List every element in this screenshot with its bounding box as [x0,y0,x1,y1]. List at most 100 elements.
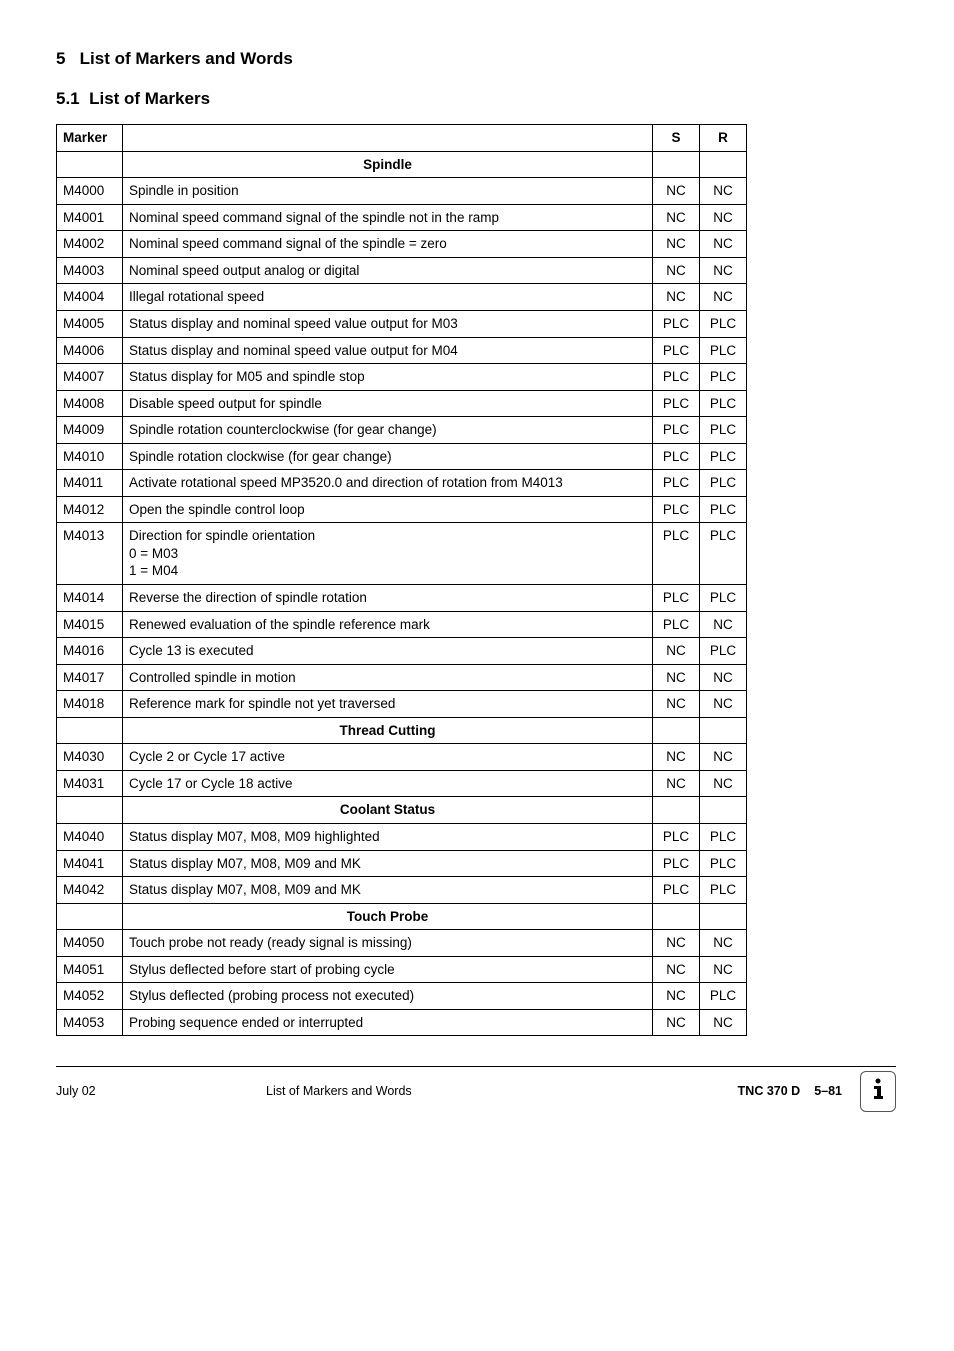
desc-cell: Disable speed output for spindle [123,390,653,417]
section-row: Thread Cutting [57,717,747,744]
table-row: M4009Spindle rotation counterclockwise (… [57,417,747,444]
desc-cell: Status display M07, M08, M09 highlighted [123,823,653,850]
r-cell: NC [700,257,747,284]
section-title-cell: Spindle [123,151,653,178]
desc-cell: Status display and nominal speed value o… [123,311,653,338]
markers-table: Marker S R SpindleM4000Spindle in positi… [56,124,747,1036]
section-title-cell: Thread Cutting [123,717,653,744]
r-cell: PLC [700,523,747,585]
footer-doc: TNC 370 D [738,1083,801,1099]
desc-cell: Cycle 2 or Cycle 17 active [123,744,653,771]
desc-cell: Open the spindle control loop [123,496,653,523]
table-row: M4040Status display M07, M08, M09 highli… [57,823,747,850]
marker-cell: M4040 [57,823,123,850]
col-marker: Marker [57,125,123,152]
marker-cell: M4006 [57,337,123,364]
s-cell: PLC [653,877,700,904]
section-row: Coolant Status [57,797,747,824]
desc-cell: Illegal rotational speed [123,284,653,311]
marker-cell: M4002 [57,231,123,258]
desc-cell: Status display and nominal speed value o… [123,337,653,364]
marker-cell: M4052 [57,983,123,1010]
marker-cell: M4031 [57,770,123,797]
s-cell: PLC [653,523,700,585]
section-blank [57,151,123,178]
col-s: S [653,125,700,152]
s-cell: NC [653,744,700,771]
table-row: M4014Reverse the direction of spindle ro… [57,585,747,612]
table-row: M4018Reference mark for spindle not yet … [57,691,747,718]
r-cell: NC [700,611,747,638]
col-r: R [700,125,747,152]
desc-cell: Status display for M05 and spindle stop [123,364,653,391]
page-footer: July 02 List of Markers and Words TNC 37… [56,1066,896,1111]
desc-cell: Nominal speed command signal of the spin… [123,204,653,231]
marker-cell: M4008 [57,390,123,417]
s-cell: PLC [653,364,700,391]
s-cell: NC [653,691,700,718]
table-row: M4008Disable speed output for spindlePLC… [57,390,747,417]
s-cell: NC [653,178,700,205]
table-row: M4004Illegal rotational speedNCNC [57,284,747,311]
r-cell: PLC [700,311,747,338]
table-row: M4010Spindle rotation clockwise (for gea… [57,443,747,470]
s-cell: NC [653,1009,700,1036]
table-row: M4053Probing sequence ended or interrupt… [57,1009,747,1036]
marker-cell: M4016 [57,638,123,665]
section-r-blank [700,151,747,178]
s-cell: PLC [653,390,700,417]
marker-cell: M4013 [57,523,123,585]
subsection-num: 5.1 [56,89,80,108]
desc-cell: Spindle in position [123,178,653,205]
s-cell: PLC [653,470,700,497]
s-cell: PLC [653,585,700,612]
r-cell: NC [700,664,747,691]
r-cell: PLC [700,364,747,391]
s-cell: PLC [653,311,700,338]
section-s-blank [653,903,700,930]
marker-cell: M4018 [57,691,123,718]
marker-cell: M4015 [57,611,123,638]
marker-cell: M4014 [57,585,123,612]
section-title: List of Markers and Words [80,49,293,68]
marker-cell: M4007 [57,364,123,391]
desc-cell: Status display M07, M08, M09 and MK [123,850,653,877]
marker-cell: M4003 [57,257,123,284]
col-desc [123,125,653,152]
table-row: M4007Status display for M05 and spindle … [57,364,747,391]
section-s-blank [653,151,700,178]
r-cell: PLC [700,443,747,470]
r-cell: PLC [700,496,747,523]
section-r-blank [700,903,747,930]
s-cell: PLC [653,337,700,364]
s-cell: NC [653,231,700,258]
table-row: M4051Stylus deflected before start of pr… [57,956,747,983]
section-blank [57,717,123,744]
s-cell: NC [653,664,700,691]
r-cell: PLC [700,823,747,850]
r-cell: PLC [700,638,747,665]
section-heading: 5 List of Markers and Words [56,48,898,70]
s-cell: PLC [653,443,700,470]
marker-cell: M4012 [57,496,123,523]
table-row: M4017Controlled spindle in motionNCNC [57,664,747,691]
section-title-cell: Touch Probe [123,903,653,930]
section-row: Touch Probe [57,903,747,930]
s-cell: PLC [653,823,700,850]
marker-cell: M4005 [57,311,123,338]
section-s-blank [653,797,700,824]
table-row: M4016Cycle 13 is executedNCPLC [57,638,747,665]
r-cell: NC [700,1009,747,1036]
table-row: M4000Spindle in positionNCNC [57,178,747,205]
table-header-row: Marker S R [57,125,747,152]
marker-cell: M4010 [57,443,123,470]
desc-cell: Status display M07, M08, M09 and MK [123,877,653,904]
s-cell: NC [653,284,700,311]
s-cell: PLC [653,611,700,638]
info-icon [860,1071,896,1111]
desc-cell: Spindle rotation clockwise (for gear cha… [123,443,653,470]
r-cell: NC [700,204,747,231]
section-r-blank [700,797,747,824]
r-cell: PLC [700,850,747,877]
s-cell: PLC [653,417,700,444]
